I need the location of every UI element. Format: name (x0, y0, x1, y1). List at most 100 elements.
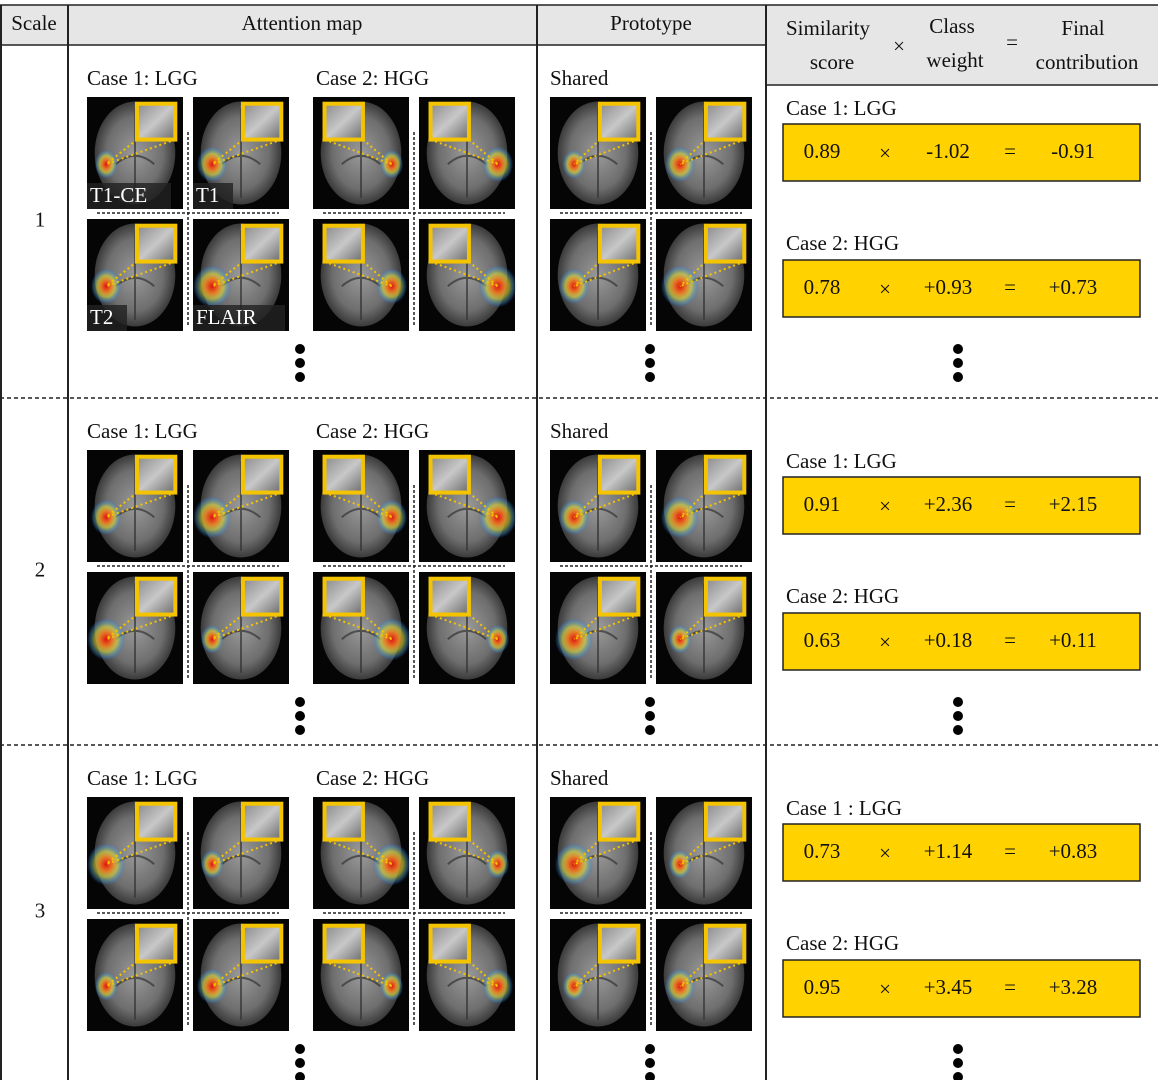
zoom-inset (431, 226, 469, 262)
label: 0.89 (804, 139, 841, 163)
label: Case 2: HGG (316, 766, 429, 790)
zoom-inset (325, 926, 363, 962)
label: Prototype (610, 11, 692, 35)
mri-image (313, 797, 411, 909)
ellipsis-dot (295, 711, 305, 721)
label: 0.95 (804, 975, 841, 999)
label: +0.83 (1049, 839, 1098, 863)
zoom-inset (431, 579, 469, 615)
mri-image (656, 797, 752, 909)
label: -0.91 (1051, 139, 1095, 163)
mri-image (419, 450, 517, 562)
label: Attention map (242, 11, 363, 35)
label: 0.91 (804, 492, 841, 516)
zoom-inset (600, 926, 638, 962)
mri-image (656, 219, 752, 331)
zoom-inset (325, 804, 363, 840)
label: Case 2: HGG (786, 584, 899, 608)
mri-image (656, 97, 752, 209)
ellipsis-dot (953, 1072, 963, 1080)
zoom-inset (431, 926, 469, 962)
label: +0.93 (924, 275, 973, 299)
heatmap (665, 968, 696, 1004)
mri-image (87, 572, 183, 684)
label: +2.15 (1049, 492, 1098, 516)
ellipsis-dot (295, 1072, 305, 1080)
zoom-inset (706, 804, 744, 840)
label: = (1006, 30, 1018, 54)
label: Case 2: HGG (786, 231, 899, 255)
label: Case 2: HGG (316, 66, 429, 90)
heatmap (486, 850, 509, 879)
ellipsis-dot (295, 725, 305, 735)
mri-image (550, 97, 646, 209)
label: Final (1061, 16, 1104, 40)
label: Case 1: LGG (87, 766, 198, 790)
label: Scale (11, 11, 56, 35)
mri-image (656, 572, 752, 684)
label: contribution (1036, 50, 1139, 74)
ellipsis-dot (953, 1044, 963, 1054)
label: = (1004, 139, 1016, 163)
mri-image (550, 572, 646, 684)
zoom-inset (243, 926, 281, 962)
label: weight (926, 48, 983, 72)
ellipsis-dot (645, 358, 655, 368)
label: × (879, 141, 891, 165)
zoom-inset (137, 226, 175, 262)
label: = (1004, 492, 1016, 516)
zoom-inset (243, 804, 281, 840)
zoom-inset (325, 579, 363, 615)
mri-image (313, 97, 409, 209)
mri-image (419, 97, 515, 209)
heatmap (486, 625, 509, 654)
label: FLAIR (196, 305, 257, 329)
heatmap (87, 843, 125, 886)
label: × (893, 34, 905, 58)
label: T1 (196, 183, 219, 207)
ellipsis-dot (953, 358, 963, 368)
mri-image (313, 572, 411, 684)
label: +3.28 (1049, 975, 1098, 999)
zoom-inset (243, 226, 281, 262)
label: Case 1: LGG (786, 96, 897, 120)
zoom-inset (325, 457, 363, 493)
label: × (879, 977, 891, 1001)
label: = (1004, 275, 1016, 299)
zoom-inset (600, 804, 638, 840)
mri-image (87, 919, 183, 1031)
ellipsis-dot (953, 725, 963, 735)
mri-image (313, 919, 409, 1031)
label: Shared (550, 66, 609, 90)
ellipsis-dot (953, 372, 963, 382)
ellipsis-dot (295, 372, 305, 382)
mri-image (87, 797, 183, 909)
zoom-inset (137, 579, 175, 615)
heatmap (482, 968, 513, 1004)
label: × (879, 630, 891, 654)
ellipsis-dot (953, 697, 963, 707)
mri-image (313, 450, 409, 562)
heatmap (376, 499, 407, 535)
ellipsis-dot (295, 358, 305, 368)
label: T2 (90, 305, 113, 329)
label: Case 2: HGG (316, 419, 429, 443)
heatmap (87, 618, 125, 661)
label: Case 2: HGG (786, 931, 899, 955)
ellipsis-dot (645, 697, 655, 707)
label: +1.14 (924, 839, 973, 863)
zoom-inset (600, 226, 638, 262)
label: Shared (550, 766, 609, 790)
mri-image (193, 797, 289, 909)
zoom-inset (706, 579, 744, 615)
ellipsis-dot (295, 344, 305, 354)
zoom-inset (431, 457, 469, 493)
label: Shared (550, 419, 609, 443)
mri-image (419, 919, 515, 1031)
zoom-inset (431, 104, 469, 140)
label: × (879, 841, 891, 865)
ellipsis-dot (645, 372, 655, 382)
label: -1.02 (926, 139, 970, 163)
ellipsis-dot (953, 711, 963, 721)
ellipsis-dot (295, 697, 305, 707)
